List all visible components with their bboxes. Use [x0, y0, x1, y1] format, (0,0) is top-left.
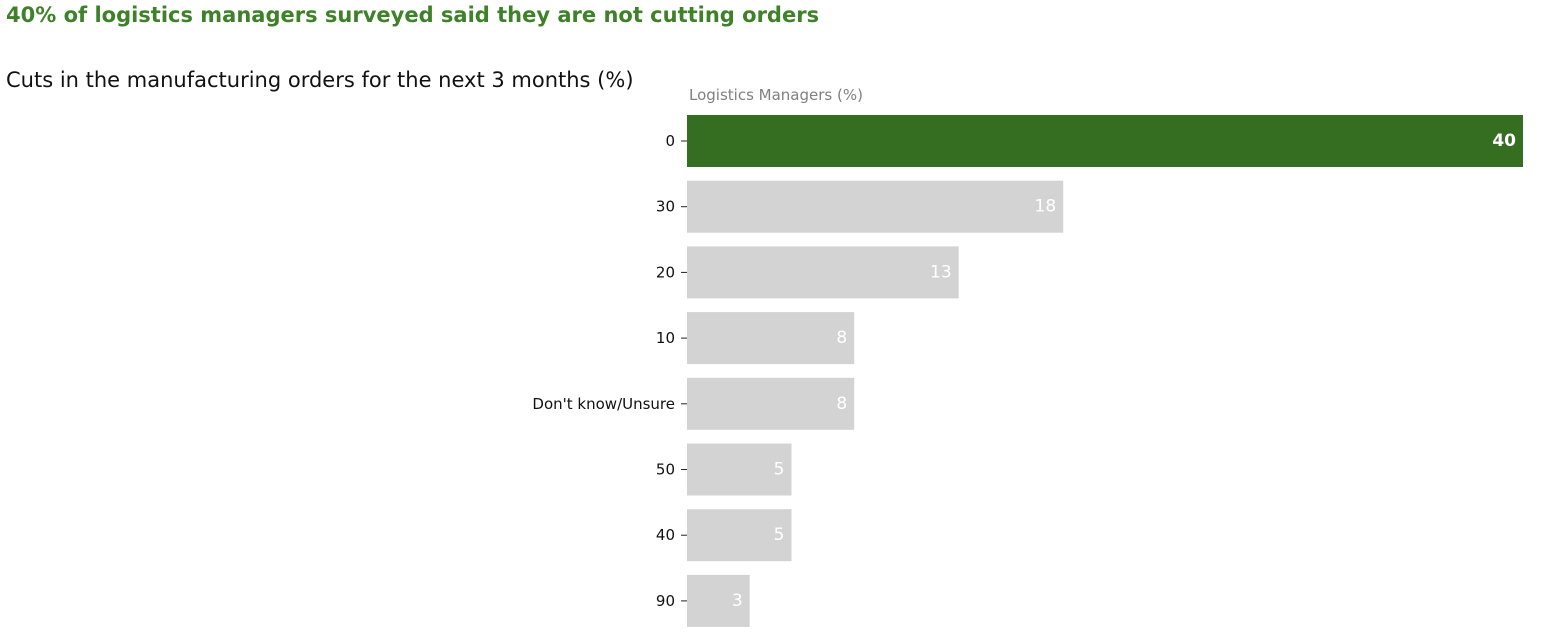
value-label: 18 [1035, 197, 1057, 217]
value-label: 40 [1492, 131, 1516, 151]
axis-caption: Logistics Managers (%) [689, 86, 863, 104]
value-label: 5 [774, 460, 785, 480]
chart-subtitle: Cuts in the manufacturing orders for the… [6, 68, 634, 92]
bar-40 [687, 509, 792, 562]
bar-0 [687, 115, 1523, 167]
value-label: 5 [774, 525, 785, 545]
headline: 40% of logistics managers surveyed said … [6, 3, 820, 27]
bar-50 [687, 443, 792, 496]
category-label: 90 [656, 592, 675, 610]
bar-don-t-know-unsure [687, 377, 855, 430]
value-label: 8 [836, 394, 847, 414]
value-label: 13 [930, 262, 952, 282]
category-label: 0 [665, 132, 675, 150]
bar-20 [687, 246, 959, 299]
category-label: 50 [656, 461, 675, 479]
category-label: 30 [656, 198, 675, 216]
bar-30 [687, 180, 1064, 233]
category-label: 40 [656, 526, 675, 544]
value-label: 3 [732, 591, 743, 611]
bars-group: 0 40 30 18 20 13 10 8 Don't know/Unsure 8 50 5 40 5 90… [532, 115, 1523, 627]
value-label: 8 [836, 328, 847, 348]
bar-90 [687, 574, 750, 627]
category-label: Don't know/Unsure [532, 395, 675, 413]
bar-10 [687, 312, 855, 365]
category-label: 20 [656, 263, 675, 281]
category-label: 10 [656, 329, 675, 347]
